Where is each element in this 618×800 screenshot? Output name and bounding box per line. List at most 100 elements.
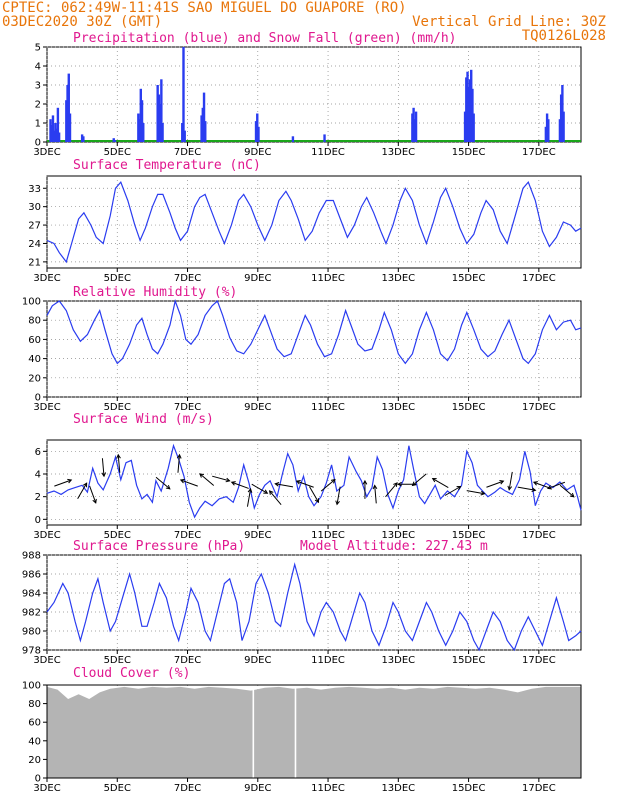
panel-1: Precipitation (blue) and Snow Fall (gree… <box>33 31 582 158</box>
y-tick-label: 33 <box>28 184 41 195</box>
precip-bar <box>413 119 417 142</box>
x-tick-label: 9DEC <box>244 783 271 794</box>
x-tick-label: 17DEC <box>522 273 556 284</box>
panel-frame <box>46 554 582 651</box>
x-tick-label: 9DEC <box>244 530 271 541</box>
x-tick-label: 17DEC <box>522 147 556 158</box>
x-tick-label: 7DEC <box>174 273 201 284</box>
x-tick-label: 3DEC <box>33 273 60 284</box>
precip-bar <box>140 100 144 142</box>
x-tick-label: 5DEC <box>104 783 131 794</box>
precip-bar <box>202 92 206 142</box>
y-tick-label: 986 <box>22 570 41 581</box>
y-tick-label: 2 <box>35 100 41 111</box>
x-tick-label: 9DEC <box>244 402 271 413</box>
precip-bar <box>49 119 52 142</box>
wind-arrow <box>385 482 398 498</box>
panel-frame-top <box>46 684 582 779</box>
x-tick-label: 17DEC <box>522 655 556 666</box>
precip-bar <box>470 69 473 142</box>
header-line1: CPTEC: 062:49W-11:41S SAO MIGUEL DO GUAP… <box>2 0 407 16</box>
wind-arrow <box>89 485 97 504</box>
x-tick-label: 7DEC <box>174 530 201 541</box>
wind-arrow-head <box>92 498 97 504</box>
wind-arrow <box>336 486 341 505</box>
precip-bar <box>158 104 162 142</box>
precip-bar <box>138 119 141 142</box>
precip-bar <box>472 113 475 142</box>
precip-bar <box>463 111 467 142</box>
y-tick-label: 27 <box>28 221 41 232</box>
wind-arrow-head <box>393 482 398 487</box>
wind-arrow <box>296 480 314 488</box>
precip-bar <box>113 140 117 142</box>
wind-arrow <box>517 486 536 491</box>
y-tick-label: 100 <box>22 681 41 692</box>
panel-title: Surface Pressure (hPa) <box>73 539 245 554</box>
header: CPTEC: 062:49W-11:41S SAO MIGUEL DO GUAP… <box>2 0 606 44</box>
x-tick-label: 5DEC <box>104 402 131 413</box>
panel-subtitle: Model Altitude: 227.43 m <box>300 539 488 554</box>
wind-arrow-head <box>362 479 368 485</box>
wind-arrow <box>212 475 230 482</box>
header-grid-line: Vertical Grid Line: 30Z <box>412 14 606 30</box>
precip-bar <box>139 88 143 142</box>
wind-arrow <box>199 473 215 486</box>
precip-bar <box>412 107 415 142</box>
precip-bar <box>323 134 326 142</box>
wind-arrow <box>117 454 121 473</box>
panel-5: Surface Pressure (hPa) Model Altitude: 22… <box>22 539 582 666</box>
x-tick-label: 13DEC <box>381 273 415 284</box>
precip-bar <box>471 88 474 142</box>
y-tick-label: 2 <box>35 492 41 503</box>
y-tick-label: 0 <box>35 393 41 404</box>
x-tick-label: 5DEC <box>104 655 131 666</box>
wind-arrow <box>269 490 282 506</box>
precip-bar <box>66 85 69 142</box>
panel-frame <box>46 175 582 269</box>
wind-arrow <box>444 486 461 496</box>
y-tick-label: 40 <box>28 736 41 747</box>
wind-arrow <box>508 471 513 490</box>
y-tick-label: 0 <box>35 138 41 149</box>
wind-arrow <box>177 454 181 473</box>
x-tick-label: 13DEC <box>381 147 415 158</box>
x-tick-label: 7DEC <box>174 402 201 413</box>
y-tick-label: 20 <box>28 755 41 766</box>
series-line <box>46 180 582 264</box>
precip-bar <box>68 113 72 142</box>
precip-bar <box>57 132 61 142</box>
wind-arrow-head <box>546 485 552 490</box>
x-tick-label: 15DEC <box>452 402 486 413</box>
y-tick-label: 4 <box>35 62 41 73</box>
precip-bar <box>467 86 470 142</box>
precip-bar <box>160 79 163 142</box>
cloud-gap <box>294 685 297 778</box>
wind-arrow-head <box>314 498 320 504</box>
wind-arrow <box>246 488 252 507</box>
panel-title: Surface Temperature (nC) <box>73 158 261 173</box>
x-tick-label: 13DEC <box>381 402 415 413</box>
wind-arrow <box>374 485 377 504</box>
wind-arrow-head <box>268 490 274 495</box>
x-tick-label: 5DEC <box>104 530 131 541</box>
y-tick-label: 1 <box>35 119 41 130</box>
x-tick-label: 15DEC <box>452 783 486 794</box>
wind-arrow-head <box>372 484 378 490</box>
precip-bar <box>562 111 565 142</box>
wind-arrow-head <box>480 490 486 496</box>
precip-bar <box>465 77 468 142</box>
x-tick-label: 11DEC <box>311 147 345 158</box>
panel-2: Surface Temperature (nC) 21 24 27 30 33 3DEC 5D… <box>28 158 582 284</box>
panel-frame <box>46 439 582 526</box>
wind-arrow <box>412 473 427 486</box>
x-tick-label: 3DEC <box>33 655 60 666</box>
precip-bar <box>157 94 161 142</box>
precip-bar <box>544 126 548 142</box>
wind-arrow-head <box>225 477 231 483</box>
precip-bar <box>411 113 414 142</box>
panel-title: Surface Wind (m/s) <box>73 412 214 427</box>
wind-arrow-head <box>199 473 204 478</box>
x-tick-label: 3DEC <box>33 783 60 794</box>
